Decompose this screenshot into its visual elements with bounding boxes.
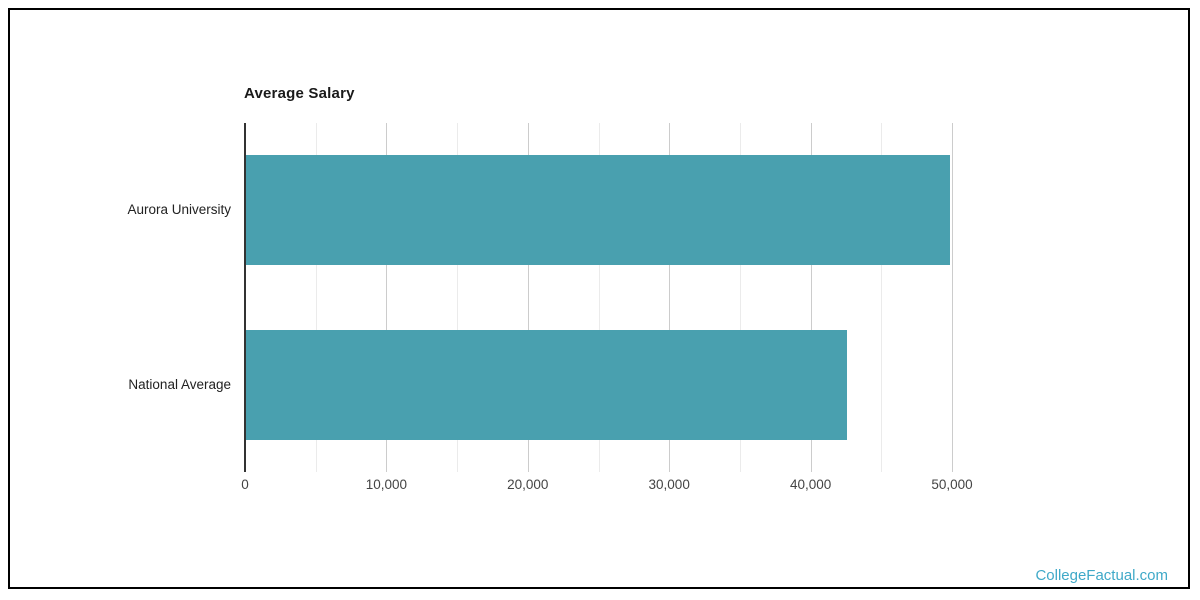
major-gridline — [810, 123, 812, 472]
minor-gridline — [315, 123, 317, 472]
plot-area — [244, 123, 1060, 472]
x-tick-label: 50,000 — [931, 477, 973, 492]
minor-gridline — [881, 123, 883, 472]
bar-national-average[interactable] — [246, 329, 847, 440]
minor-gridline — [739, 123, 741, 472]
major-gridline — [386, 123, 388, 472]
major-gridline — [669, 123, 671, 472]
major-gridline — [527, 123, 529, 472]
x-tick-label: 0 — [241, 477, 249, 492]
x-tick-label: 10,000 — [365, 477, 408, 492]
bar-aurora-university[interactable] — [246, 155, 951, 266]
x-tick-label: 20,000 — [507, 477, 549, 492]
category-label: National Average — [128, 376, 231, 392]
collegefactual-watermark-link[interactable]: CollegeFactual.com — [1035, 567, 1168, 584]
x-tick-label: 30,000 — [648, 477, 690, 492]
major-gridline — [952, 123, 953, 472]
category-label: Aurora University — [127, 202, 231, 218]
x-tick-label: 40,000 — [789, 477, 832, 492]
x-axis-baseline — [244, 123, 246, 472]
minor-gridline — [457, 123, 459, 472]
minor-gridline — [598, 123, 600, 472]
chart-title: Average Salary — [244, 85, 355, 102]
